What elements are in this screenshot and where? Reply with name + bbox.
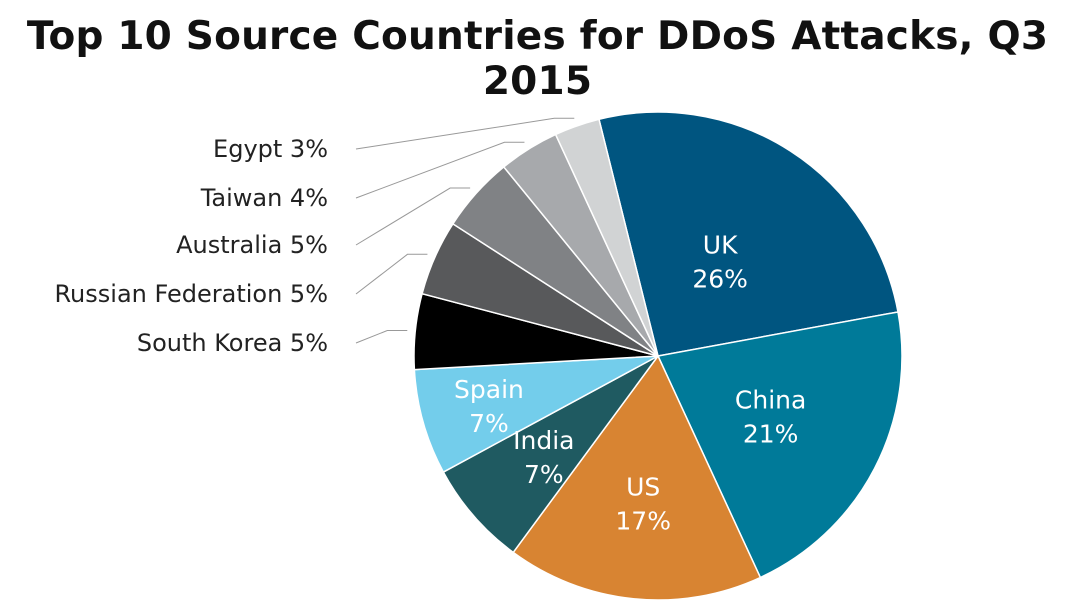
callout-label-egypt: Egypt 3% xyxy=(213,135,328,163)
slice-label-value: 7% xyxy=(469,409,509,438)
leader-line-taiwan xyxy=(355,141,525,199)
pie-slice-spain xyxy=(413,355,659,474)
callout-label-south-korea: South Korea 5% xyxy=(137,329,328,357)
slice-label-name: US xyxy=(626,473,660,502)
pie-slice-egypt xyxy=(554,118,659,357)
pie-slices xyxy=(413,111,903,601)
slice-labels: UK 26%China 21%US 17%India 7%Spain 7%South Ko… xyxy=(54,135,806,536)
leader-lines xyxy=(355,117,575,344)
leader-line-russian-federation xyxy=(355,253,428,295)
slice-label-value: 17% xyxy=(615,507,671,536)
callout-label-australia: Australia 5% xyxy=(176,231,328,259)
pie-slice-uk xyxy=(598,111,899,357)
slice-label-name: UK xyxy=(703,231,738,260)
slice-label-value: 26% xyxy=(692,265,748,294)
slice-label-value: 7% xyxy=(524,460,564,489)
leader-line-australia xyxy=(355,187,471,246)
pie-slice-us xyxy=(512,354,762,601)
pie-slice-india xyxy=(442,355,659,554)
slice-label-spain: Spain 7% xyxy=(454,375,524,438)
slice-label-value: 21% xyxy=(743,419,799,448)
pie-slice-china xyxy=(656,311,903,579)
slice-label-name: India xyxy=(513,426,574,455)
slice-label-name: China xyxy=(735,385,806,414)
leader-line-egypt xyxy=(355,117,575,150)
slice-label-name: Spain xyxy=(454,375,524,404)
slice-label-india: India 7% xyxy=(513,426,574,489)
callout-label-taiwan: Taiwan 4% xyxy=(200,184,328,212)
slice-label-uk: UK 26% xyxy=(692,231,748,294)
chart-title: Top 10 Source Countries for DDoS Attacks… xyxy=(26,14,1049,104)
slice-label-china: China 21% xyxy=(735,385,806,448)
callout-label-russian-federation: Russian Federation 5% xyxy=(54,280,328,308)
slice-label-us: US 17% xyxy=(615,473,671,536)
leader-line-south-korea xyxy=(355,330,408,344)
